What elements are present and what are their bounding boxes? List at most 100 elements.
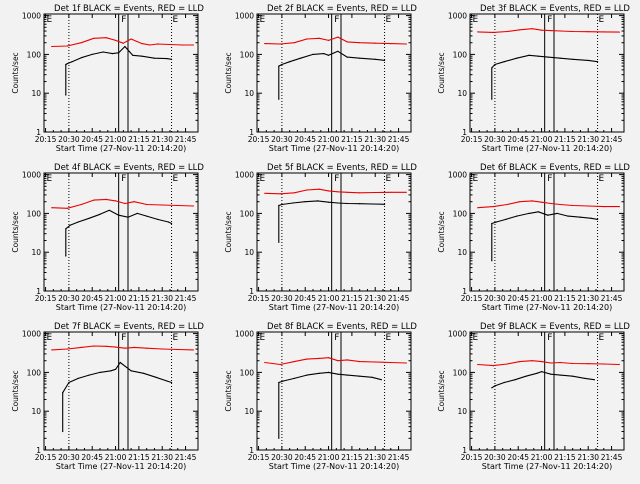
x-tick-label: 21:00 bbox=[531, 294, 553, 303]
y-axis-label: Counts/sec bbox=[224, 211, 233, 252]
lld-series-line bbox=[264, 36, 407, 45]
events-data-point bbox=[503, 381, 505, 384]
events-data-point bbox=[328, 54, 330, 56]
lld-data-point bbox=[618, 206, 620, 208]
events-data-point bbox=[155, 376, 157, 378]
lld-data-point bbox=[124, 202, 126, 205]
detector-panel-7: Det 7f BLACK = Events, RED = LLD 1 10 100 10… bbox=[11, 322, 204, 471]
x-tick-label: 20:45 bbox=[507, 294, 529, 303]
lld-data-point bbox=[374, 191, 376, 194]
lld-data-point bbox=[550, 202, 552, 205]
lld-data-point bbox=[559, 30, 561, 32]
y-tick-label: 1000 bbox=[22, 330, 41, 339]
lld-data-point bbox=[293, 42, 295, 44]
lld-data-point bbox=[506, 363, 508, 365]
events-data-point bbox=[337, 50, 339, 52]
events-data-point bbox=[157, 218, 159, 220]
events-data-point bbox=[289, 61, 291, 63]
lld-data-point bbox=[192, 349, 194, 351]
y-axis-label: Counts/sec bbox=[437, 211, 446, 252]
detector-panel-3: Det 3f BLACK = Events, RED = LLD 1 10 100 10… bbox=[437, 4, 630, 153]
lld-data-point bbox=[506, 203, 508, 206]
lld-series-line bbox=[477, 360, 620, 367]
x-tick-label: 20:30 bbox=[271, 135, 293, 144]
y-tick-label: 1 bbox=[249, 446, 254, 455]
plot-frame bbox=[469, 331, 625, 451]
lld-data-point bbox=[541, 29, 543, 31]
events-data-point bbox=[514, 379, 516, 381]
lld-data-point bbox=[618, 31, 620, 33]
x-tick-label: 21:45 bbox=[388, 294, 410, 303]
events-data-point bbox=[346, 374, 348, 376]
events-data-point bbox=[108, 209, 110, 211]
x-tick-label: 20:15 bbox=[35, 294, 57, 303]
flag-letter: E bbox=[473, 333, 479, 343]
lld-data-point bbox=[559, 203, 561, 206]
flag-letter: E bbox=[47, 174, 53, 184]
x-tick-label: 20:30 bbox=[271, 294, 293, 303]
events-data-point bbox=[516, 57, 518, 59]
lld-data-point bbox=[293, 361, 295, 363]
detector-panel-1: Det 1f BLACK = Events, RED = LLD 1 10 100 10… bbox=[11, 4, 204, 153]
lld-data-point bbox=[146, 347, 148, 349]
x-tick-label: 21:15 bbox=[128, 453, 150, 462]
events-data-point bbox=[119, 361, 121, 364]
x-tick-label: 21:00 bbox=[318, 453, 340, 462]
lld-data-point bbox=[572, 362, 574, 365]
x-tick-label: 21:00 bbox=[318, 135, 340, 144]
events-data-point bbox=[556, 212, 558, 214]
events-data-point bbox=[292, 202, 294, 204]
events-data-point bbox=[384, 203, 386, 205]
y-tick-label: 100 bbox=[240, 368, 255, 377]
events-data-point bbox=[374, 58, 376, 60]
x-tick-label: 21:45 bbox=[388, 453, 410, 462]
events-data-point bbox=[91, 53, 93, 56]
y-tick-label: 1 bbox=[249, 128, 254, 137]
flag-letter: E bbox=[473, 174, 479, 184]
events-data-point bbox=[62, 430, 64, 433]
x-tick-label: 21:45 bbox=[601, 135, 623, 144]
flag-letter: F bbox=[547, 333, 552, 343]
y-tick-label: 100 bbox=[240, 209, 255, 218]
events-data-point bbox=[528, 212, 530, 214]
x-tick-label: 20:15 bbox=[248, 453, 270, 462]
x-tick-label: 21:00 bbox=[105, 135, 127, 144]
plot-frame bbox=[256, 331, 412, 451]
x-tick-label: 21:00 bbox=[105, 453, 127, 462]
y-tick-label: 1 bbox=[36, 128, 41, 137]
lld-data-point bbox=[66, 207, 68, 209]
x-tick-label: 20:15 bbox=[461, 294, 483, 303]
x-tick-label: 21:15 bbox=[554, 294, 576, 303]
events-data-point bbox=[494, 63, 496, 66]
events-data-point bbox=[141, 55, 143, 57]
lld-series-line bbox=[264, 357, 407, 366]
flag-letter: E bbox=[260, 333, 266, 343]
events-data-point bbox=[491, 260, 493, 262]
x-tick-label: 21:30 bbox=[151, 294, 173, 303]
flag-letter: E bbox=[599, 333, 605, 343]
y-tick-label: 1 bbox=[462, 128, 467, 137]
y-tick-label: 10 bbox=[457, 407, 467, 416]
x-tick-label: 20:15 bbox=[461, 135, 483, 144]
flag-letter: E bbox=[599, 174, 605, 184]
lld-data-point bbox=[169, 43, 171, 46]
lld-data-point bbox=[306, 38, 308, 40]
lld-data-point bbox=[603, 31, 605, 33]
flag-letter: E bbox=[47, 333, 53, 343]
y-axis-label: Counts/sec bbox=[11, 370, 20, 411]
events-data-point bbox=[541, 371, 543, 373]
lld-data-point bbox=[80, 203, 82, 206]
lld-data-point bbox=[157, 43, 159, 45]
y-tick-label: 1000 bbox=[22, 171, 41, 180]
events-data-point bbox=[491, 222, 493, 225]
x-tick-label: 21:15 bbox=[128, 135, 150, 144]
events-data-point bbox=[346, 56, 348, 58]
y-axis-label: Counts/sec bbox=[437, 370, 446, 411]
events-data-point bbox=[491, 67, 493, 69]
events-data-point bbox=[384, 59, 386, 62]
lld-data-point bbox=[149, 44, 151, 46]
x-tick-label: 20:15 bbox=[248, 135, 270, 144]
x-tick-label: 21:30 bbox=[151, 453, 173, 462]
lld-data-point bbox=[550, 362, 552, 364]
events-data-point bbox=[337, 373, 339, 375]
